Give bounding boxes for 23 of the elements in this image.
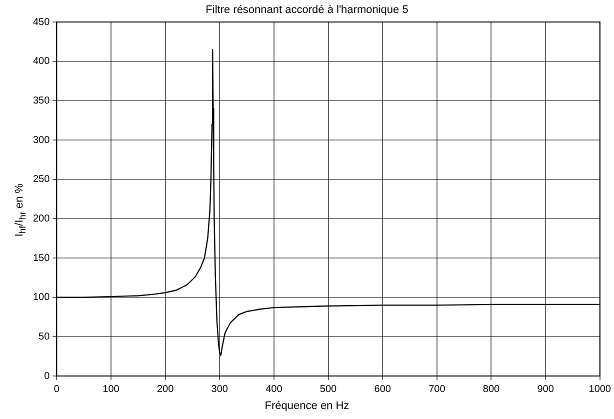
x-tick-label: 700 — [428, 384, 446, 395]
y-tick-label: 100 — [32, 292, 50, 304]
x-tick-label: 100 — [102, 384, 120, 395]
x-tick-label: 200 — [156, 384, 174, 395]
y-tick-label: 300 — [32, 134, 50, 146]
y-tick-label: 200 — [32, 213, 50, 224]
x-tick-label: 600 — [374, 384, 392, 395]
y-tick-label: 350 — [32, 95, 50, 106]
y-tick-label: 450 — [32, 16, 50, 28]
x-tick-label: 0 — [54, 384, 60, 395]
x-tick-label: 800 — [482, 384, 500, 395]
x-tick-label: 900 — [537, 384, 554, 395]
y-tick-label: 0 — [44, 370, 50, 382]
y-tick-label: 250 — [32, 174, 50, 186]
x-tick-label: 500 — [320, 384, 338, 395]
x-axis-title: Fréquence en Hz — [264, 400, 350, 412]
y-tick-label: 50 — [38, 331, 50, 342]
x-tick-label: 400 — [266, 384, 283, 395]
x-tick-label: 300 — [211, 384, 228, 395]
y-tick-label: 150 — [32, 252, 50, 264]
y-tick-label: 400 — [32, 56, 50, 68]
x-tick-label: 1000 — [588, 384, 612, 395]
chart-title: Filtre résonnant accordé à l'harmonique 5 — [204, 4, 410, 16]
